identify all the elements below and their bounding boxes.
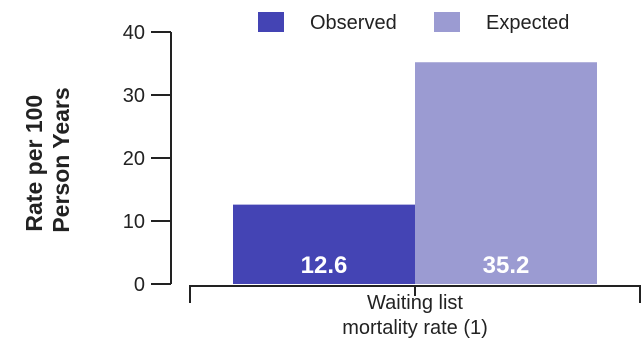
x-axis: Waiting list mortality rate (1) — [189, 285, 641, 339]
y-tick-label: 0 — [134, 274, 145, 296]
y-axis-label: Rate per 100 Person Years — [21, 87, 74, 232]
x-tick-label-line-1: Waiting list — [367, 292, 463, 314]
y-tick-label: 10 — [123, 211, 145, 233]
x-tick-label-line-2: mortality rate (1) — [342, 317, 488, 339]
bar-observed — [233, 204, 415, 284]
y-axis: 0 10 20 30 40 — [123, 22, 172, 296]
bar-expected — [415, 62, 597, 284]
legend-swatch-expected — [434, 12, 460, 32]
legend-swatch-observed — [258, 12, 284, 32]
legend-label-expected: Expected — [486, 12, 569, 34]
y-axis-label-line-2: Person Years — [48, 87, 74, 232]
y-axis-label-line-1: Rate per 100 — [21, 95, 47, 232]
y-tick-label: 40 — [123, 22, 145, 44]
data-label-expected: 35.2 — [483, 252, 530, 279]
y-tick-label: 20 — [123, 148, 145, 170]
y-tick-label: 30 — [123, 85, 145, 107]
legend: Observed Expected — [258, 12, 569, 34]
data-label-observed: 12.6 — [301, 252, 348, 279]
legend-label-observed: Observed — [310, 12, 397, 34]
bars: 12.6 35.2 — [233, 62, 597, 284]
